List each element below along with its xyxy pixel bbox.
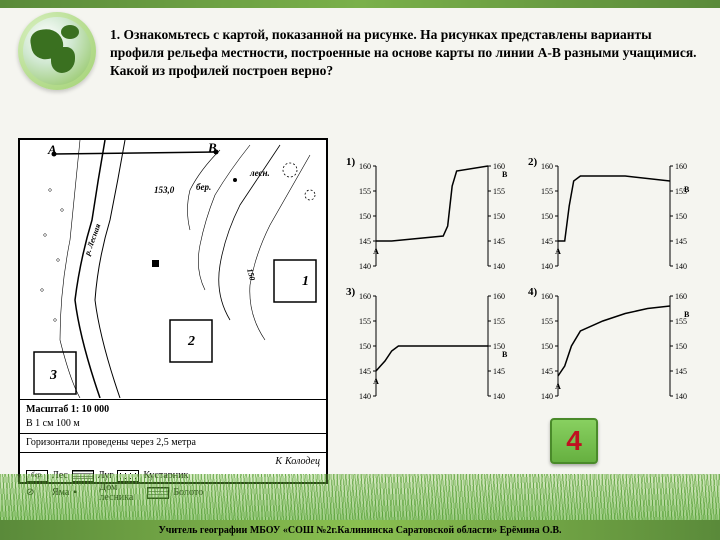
chart-number: 1) — [346, 156, 355, 168]
svg-text:В: В — [684, 310, 690, 319]
svg-text:140: 140 — [493, 262, 505, 271]
svg-text:145: 145 — [359, 237, 371, 246]
contour-note: Горизонтали проведены через 2,5 метра — [20, 433, 326, 450]
svg-text:155: 155 — [359, 317, 371, 326]
svg-text:150: 150 — [541, 212, 553, 221]
svg-text:145: 145 — [675, 367, 687, 376]
svg-text:155: 155 — [541, 187, 553, 196]
answer-box: 4 — [550, 418, 598, 464]
map-svg — [20, 140, 326, 398]
svg-text:155: 155 — [493, 187, 505, 196]
svg-text:145: 145 — [541, 237, 553, 246]
svg-text:155: 155 — [541, 317, 553, 326]
point-a-label: А — [48, 142, 57, 158]
svg-text:В: В — [502, 170, 508, 179]
topographic-map: А В лесн. бер. 153,0 р. Лесная 150 1 2 3 — [20, 140, 326, 400]
svg-text:150: 150 — [359, 212, 371, 221]
svg-text:145: 145 — [493, 367, 505, 376]
svg-text:160: 160 — [675, 162, 687, 171]
svg-text:В: В — [684, 185, 690, 194]
svg-text:140: 140 — [359, 392, 371, 401]
svg-text:160: 160 — [359, 162, 371, 171]
square-1: 1 — [302, 274, 309, 290]
answer-value: 4 — [566, 425, 582, 457]
profile-chart-1: 1) 140145150155160140145150155160 А В — [352, 158, 512, 280]
svg-text:150: 150 — [493, 212, 505, 221]
square-2: 2 — [188, 334, 195, 350]
svg-text:145: 145 — [675, 237, 687, 246]
svg-text:А: А — [555, 247, 561, 256]
svg-text:150: 150 — [675, 212, 687, 221]
profile-chart-3: 3) 140145150155160140145150155160 А В — [352, 288, 512, 410]
birch-label: бер. — [196, 182, 211, 192]
svg-text:150: 150 — [359, 342, 371, 351]
svg-text:А: А — [373, 377, 379, 386]
profile-chart-2: 2) 140145150155160140145150155160 А В — [534, 158, 694, 280]
svg-text:А: А — [373, 247, 379, 256]
svg-text:160: 160 — [359, 292, 371, 301]
svg-text:140: 140 — [359, 262, 371, 271]
square-3: 3 — [50, 368, 57, 384]
chart-number: 2) — [528, 156, 537, 168]
svg-text:140: 140 — [541, 262, 553, 271]
globe-icon — [18, 12, 96, 90]
svg-text:140: 140 — [541, 392, 553, 401]
svg-text:150: 150 — [675, 342, 687, 351]
svg-text:140: 140 — [675, 262, 687, 271]
top-border — [0, 0, 720, 8]
svg-text:155: 155 — [359, 187, 371, 196]
svg-text:160: 160 — [541, 292, 553, 301]
svg-text:145: 145 — [359, 367, 371, 376]
chart-number: 4) — [528, 286, 537, 298]
grass-decoration — [0, 474, 720, 520]
well-symbol: К — [275, 455, 282, 469]
elev-label: 153,0 — [154, 185, 174, 195]
scale-sub: В 1 см 100 м — [26, 417, 320, 431]
map-panel: А В лесн. бер. 153,0 р. Лесная 150 1 2 3… — [18, 138, 328, 484]
question-text: 1. Ознакомьтесь с картой, показанной на … — [110, 26, 700, 81]
scale-title: Масштаб 1: 10 000 — [26, 404, 109, 415]
svg-text:155: 155 — [493, 317, 505, 326]
profile-charts: 1) 140145150155160140145150155160 А В 2)… — [352, 158, 702, 410]
svg-text:А: А — [555, 382, 561, 391]
svg-text:150: 150 — [541, 342, 553, 351]
svg-text:140: 140 — [493, 392, 505, 401]
svg-text:160: 160 — [493, 292, 505, 301]
footer-credit: Учитель географии МБОУ «СОШ №2г.Калининс… — [0, 520, 720, 540]
svg-text:160: 160 — [675, 292, 687, 301]
svg-text:140: 140 — [675, 392, 687, 401]
forest-label: лесн. — [250, 168, 270, 178]
svg-text:160: 160 — [541, 162, 553, 171]
svg-text:145: 145 — [493, 237, 505, 246]
svg-text:145: 145 — [541, 367, 553, 376]
well-label: Колодец — [285, 455, 320, 469]
profile-chart-4: 4) 140145150155160140145150155160 А В — [534, 288, 694, 410]
chart-number: 3) — [346, 286, 355, 298]
point-b-label: В — [208, 140, 217, 156]
svg-text:В: В — [502, 350, 508, 359]
